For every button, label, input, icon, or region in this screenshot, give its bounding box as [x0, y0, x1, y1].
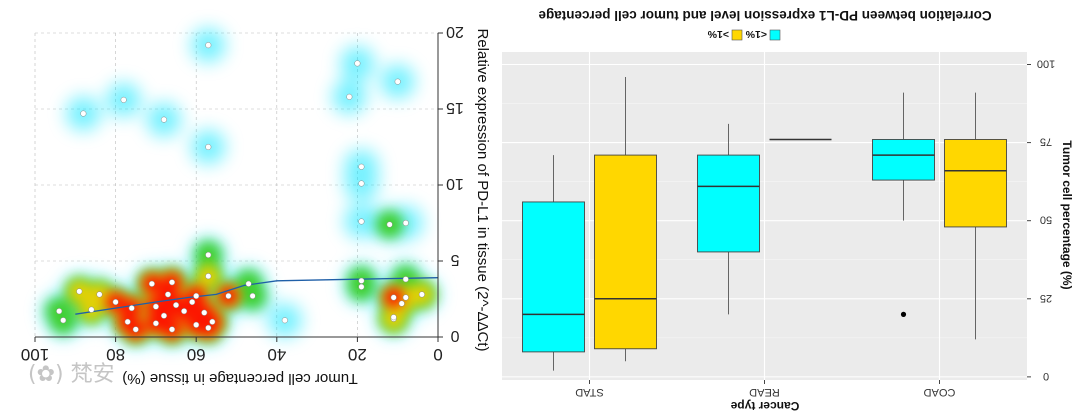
data-point: [168, 326, 176, 333]
data-point: [56, 308, 63, 315]
legend: <1% >1%: [707, 28, 781, 41]
data-point: [205, 42, 212, 49]
legend-swatch: [769, 29, 781, 41]
data-point: [181, 308, 188, 315]
data-point: [160, 312, 168, 319]
y-tick-label: 20: [446, 23, 464, 40]
box-stad-lt1: [522, 155, 585, 371]
data-point: [152, 303, 159, 310]
y-tick-label: 25: [1040, 292, 1052, 304]
y-tick-label: 10: [446, 175, 464, 192]
x-axis-label: Cancer type: [730, 399, 799, 413]
x-tick-label: 80: [106, 345, 125, 364]
x-tick-label: 60: [187, 345, 206, 364]
legend-label: >1%: [707, 28, 729, 40]
data-point: [76, 288, 83, 295]
data-point: [398, 300, 405, 307]
box-coad-lt1: [872, 92, 935, 317]
y-tick-label: 0: [1043, 370, 1049, 382]
data-point: [205, 251, 212, 258]
data-point: [358, 283, 365, 290]
data-point: [96, 291, 103, 298]
y-tick-label: 0: [450, 327, 459, 344]
data-point: [128, 305, 135, 312]
box-coad-gt1: [944, 92, 1007, 340]
data-point: [164, 291, 172, 298]
data-point: [193, 292, 200, 300]
box-read-lt1: [697, 123, 760, 315]
box-stad-gt1: [594, 76, 657, 362]
data-point: [249, 292, 256, 300]
data-point: [205, 273, 212, 280]
box-body: [522, 201, 585, 353]
data-point: [124, 318, 131, 325]
x-tick-label: READ: [749, 386, 780, 398]
data-point: [120, 96, 127, 103]
data-point: [60, 317, 67, 324]
data-point: [354, 60, 361, 67]
box-body: [872, 139, 935, 181]
x-tick-label: COAD: [924, 386, 956, 398]
data-point: [205, 324, 212, 331]
data-point: [112, 298, 119, 306]
data-point: [394, 78, 401, 85]
y-tick-label: 15: [446, 99, 464, 116]
data-point: [281, 317, 288, 324]
y-axis-label: Relative expression of PD-L1 in tissue (…: [474, 28, 490, 351]
x-tick-label: 100: [21, 345, 49, 364]
y-tick-label: 5: [450, 251, 459, 268]
y-tick-label: 50: [1040, 214, 1052, 226]
x-tick-label: 0: [433, 345, 442, 364]
chart-title: Correlation between PD-L1 expression lev…: [538, 8, 992, 23]
data-point: [358, 163, 365, 170]
data-point: [152, 320, 159, 327]
y-tick-label: 75: [1040, 136, 1052, 148]
data-point: [346, 93, 353, 100]
box-body: [944, 139, 1007, 228]
data-point: [358, 180, 365, 187]
legend-swatch: [731, 29, 743, 41]
legend-label: <1%: [745, 28, 767, 40]
data-point: [225, 292, 232, 300]
box-plot-chart: Correlation between PD-L1 expression lev…: [502, 8, 1074, 413]
data-point: [402, 294, 409, 301]
outlier-point: [900, 311, 907, 317]
watermark: (✿) 梵安: [28, 362, 115, 387]
data-point: [148, 280, 155, 287]
box-body: [594, 154, 657, 350]
data-point: [160, 116, 168, 123]
box-body: [697, 154, 760, 253]
trend-line: [75, 277, 439, 315]
data-point: [168, 279, 176, 286]
data-point: [402, 219, 409, 227]
data-point: [245, 280, 252, 287]
x-tick-label: 40: [267, 345, 286, 364]
data-point: [402, 276, 409, 283]
data-point: [189, 298, 196, 306]
x-tick-label: 20: [348, 345, 367, 364]
data-point: [132, 326, 139, 333]
data-point: [205, 143, 212, 151]
x-tick-label: STAD: [575, 386, 604, 398]
data-point: [418, 291, 425, 298]
data-point: [209, 318, 216, 325]
data-point: [173, 302, 180, 309]
data-point: [390, 314, 397, 321]
data-point: [193, 321, 200, 328]
data-point: [201, 309, 208, 316]
data-point: [358, 277, 365, 284]
data-point: [80, 110, 87, 117]
density-scatter-chart: 0 20 40 60 80 100 0 5 10 15 20 Tumor cell percentag…: [21, 23, 490, 387]
data-point: [390, 294, 397, 301]
x-axis-label: Tumor cell percentage in tissue (%): [122, 370, 357, 387]
data-point: [386, 221, 393, 228]
y-tick-label: 100: [1037, 57, 1055, 69]
data-point: [88, 306, 95, 313]
data-point: [358, 218, 365, 225]
y-axis-label: Tumor cell percentage (%): [1060, 140, 1074, 289]
